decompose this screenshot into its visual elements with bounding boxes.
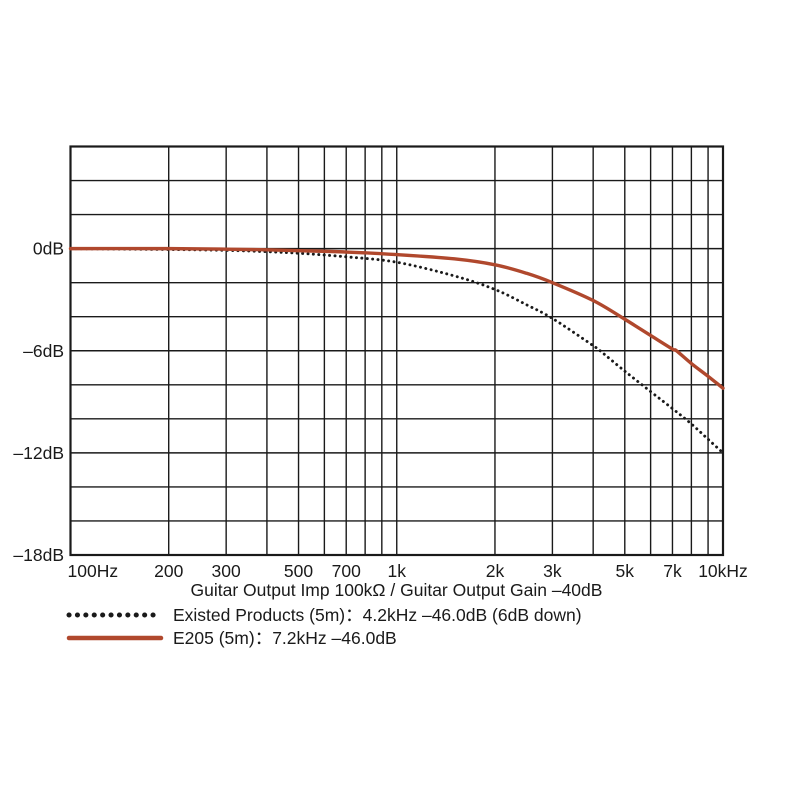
svg-text:10kHz: 10kHz <box>698 561 748 581</box>
svg-text:5k: 5k <box>616 561 635 581</box>
svg-text:700: 700 <box>332 561 361 581</box>
svg-text:200: 200 <box>154 561 183 581</box>
curve-e205 <box>68 246 725 390</box>
legend-label-existed-products: Existed Products (5m)：4.2kHz –46.0dB (6d… <box>173 605 582 626</box>
svg-text:–6dB: –6dB <box>23 341 64 361</box>
curve-existed-products <box>69 247 725 455</box>
svg-text:1k: 1k <box>388 561 407 581</box>
svg-text:–12dB: –12dB <box>13 443 64 463</box>
x-axis-tick-labels: 100Hz 200 300 500 700 1k 2k 3k 5k 7k 10kHz <box>68 561 748 581</box>
svg-text:500: 500 <box>284 561 313 581</box>
svg-text:0dB: 0dB <box>33 239 64 259</box>
legend: Existed Products (5m)：4.2kHz –46.0dB (6d… <box>66 604 582 649</box>
solid-line-swatch <box>66 635 164 640</box>
chart-caption: Guitar Output Imp 100kΩ / Guitar Output … <box>190 580 603 600</box>
dotted-line-swatch <box>66 612 164 618</box>
y-axis-tick-labels: 0dB –6dB –12dB –18dB <box>13 239 64 565</box>
legend-item-existed-products: Existed Products (5m)：4.2kHz –46.0dB (6d… <box>66 604 582 627</box>
svg-text:3k: 3k <box>543 561 562 581</box>
svg-text:7k: 7k <box>663 561 682 581</box>
frequency-response-chart: 100Hz 200 300 500 700 1k 2k 3k 5k 7k 10kHz 0dB –6dB –… <box>13 145 748 581</box>
svg-text:–18dB: –18dB <box>13 545 64 565</box>
svg-text:300: 300 <box>212 561 241 581</box>
plot-border <box>69 145 725 557</box>
legend-item-e205: E205 (5m)：7.2kHz –46.0dB <box>66 627 582 650</box>
svg-text:100Hz: 100Hz <box>68 561 119 581</box>
grid-lines <box>69 145 724 556</box>
svg-text:2k: 2k <box>486 561 505 581</box>
legend-label-e205: E205 (5m)：7.2kHz –46.0dB <box>173 627 397 648</box>
